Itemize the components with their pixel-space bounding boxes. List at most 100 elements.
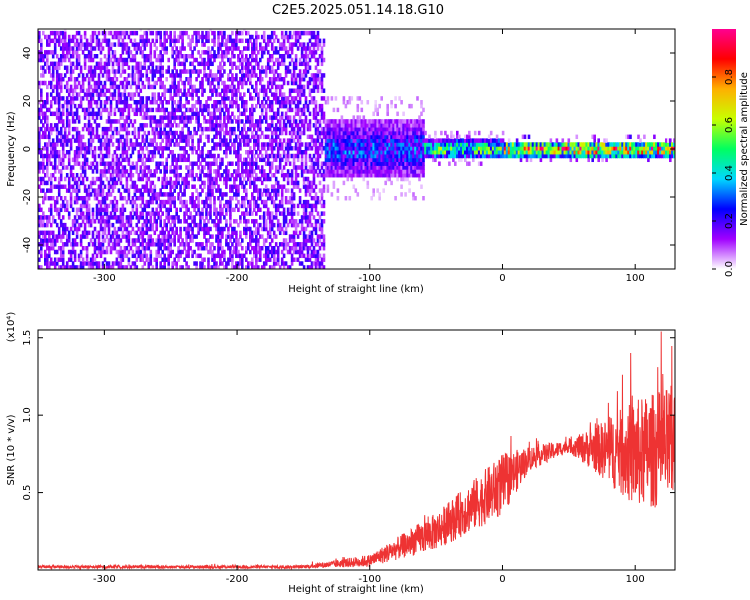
spectrogram-cell bbox=[249, 77, 252, 82]
spectrogram-cell bbox=[67, 57, 71, 63]
spectrogram-cell bbox=[207, 46, 210, 51]
spectrogram-cell bbox=[300, 246, 304, 251]
spectrogram-cell bbox=[159, 77, 162, 82]
spectrogram-cell bbox=[308, 153, 312, 159]
spectrogram-cell bbox=[205, 222, 208, 228]
spectrogram-cell bbox=[260, 215, 264, 220]
spectrogram-cell bbox=[141, 238, 145, 243]
spectrogram-cell bbox=[221, 65, 224, 70]
spectrogram-cell bbox=[171, 219, 174, 224]
spectrogram-cell bbox=[276, 261, 280, 266]
spectrogram-cell bbox=[103, 61, 107, 67]
spectrogram-cell bbox=[59, 103, 63, 109]
spectrogram-cell bbox=[79, 88, 83, 93]
spectrogram-cell bbox=[262, 96, 266, 101]
spectrogram-cell bbox=[131, 77, 135, 82]
spectrogram-cell bbox=[249, 146, 252, 151]
spectrogram-cell bbox=[268, 219, 272, 224]
spectrogram-cell bbox=[143, 249, 147, 255]
spectrogram-cell bbox=[223, 111, 226, 117]
spectrogram-cell bbox=[306, 142, 310, 147]
spectrogram-cell bbox=[147, 150, 151, 155]
spectrogram-cell bbox=[139, 29, 143, 32]
spectrogram-cell bbox=[139, 196, 143, 201]
spectrogram-cell bbox=[85, 230, 89, 236]
spectrogram-cell bbox=[255, 161, 258, 166]
spectrogram-cell bbox=[65, 150, 69, 155]
spectrogram-cell bbox=[105, 134, 109, 140]
spectrogram-cell bbox=[310, 230, 314, 236]
spectrogram-cell bbox=[274, 123, 278, 128]
spectrogram-cell bbox=[83, 57, 87, 63]
spectrogram-cell bbox=[49, 161, 53, 166]
spectrogram-cell bbox=[65, 134, 69, 140]
spectrogram-cell bbox=[179, 100, 182, 105]
spectrogram-cell bbox=[245, 119, 248, 124]
spectrogram-cell bbox=[237, 150, 240, 155]
spectrogram-cell bbox=[157, 69, 160, 74]
spectrogram-cell bbox=[51, 184, 55, 189]
spectrogram-cell bbox=[185, 219, 188, 224]
spectrogram-cell bbox=[175, 207, 178, 213]
spectrogram-cell bbox=[201, 42, 204, 47]
spectrogram-cell bbox=[197, 111, 200, 117]
spectrogram-cell bbox=[276, 219, 280, 224]
spectrogram-cell bbox=[215, 188, 218, 193]
spectrogram-cell bbox=[245, 115, 248, 120]
spectrogram-cell bbox=[187, 173, 190, 178]
spectrogram-cell bbox=[125, 96, 129, 101]
spectrogram-cell bbox=[227, 142, 230, 147]
spectrogram-cell bbox=[274, 57, 278, 63]
spectrogram-cell bbox=[69, 265, 73, 269]
spectrogram-cell bbox=[59, 57, 63, 63]
spectrogram-cell bbox=[153, 153, 157, 159]
spectrogram-cell bbox=[93, 257, 97, 262]
spectrogram-cell bbox=[141, 96, 145, 101]
spectrogram-cell bbox=[133, 111, 137, 117]
spectrogram-cell bbox=[235, 192, 238, 197]
spectrogram-cell bbox=[308, 246, 312, 251]
spectrogram-cell bbox=[93, 150, 97, 155]
spectrogram-cell bbox=[57, 107, 61, 113]
spectrogram-cell bbox=[125, 253, 129, 259]
spectrogram-cell bbox=[99, 46, 103, 51]
spectrogram-cell bbox=[141, 157, 145, 163]
spectrogram-cell bbox=[290, 196, 294, 201]
spectrogram-cell bbox=[177, 115, 180, 120]
spectrogram-cell bbox=[318, 146, 322, 151]
spectrogram-cell bbox=[296, 126, 300, 132]
spectrogram-cell bbox=[300, 203, 304, 209]
spectrogram-cell bbox=[69, 146, 73, 151]
spectrogram-cell bbox=[199, 211, 202, 216]
spectrogram-cell bbox=[286, 188, 290, 193]
spectrogram-cell bbox=[79, 103, 83, 109]
spectrogram-cell bbox=[245, 30, 248, 36]
spectrogram-cell bbox=[235, 169, 238, 174]
spectrogram-cell bbox=[119, 219, 123, 224]
spectrogram-cell bbox=[179, 46, 182, 51]
spectrogram-cell bbox=[280, 226, 284, 232]
spectrogram-cell bbox=[276, 73, 280, 78]
spectrogram-cell bbox=[266, 126, 270, 132]
spectrogram-cell bbox=[97, 38, 101, 44]
spectrogram-cell bbox=[141, 265, 145, 269]
spectrogram-cell bbox=[139, 153, 143, 159]
spectrogram-cell bbox=[217, 115, 220, 120]
spectrogram-cell bbox=[171, 153, 174, 159]
spectrogram-cell bbox=[243, 176, 246, 182]
spectrogram-cell bbox=[87, 111, 91, 117]
spectrogram-cell bbox=[175, 54, 178, 59]
spectrogram-cell bbox=[245, 249, 248, 255]
spectrogram-cell bbox=[185, 142, 188, 147]
spectrogram-cell bbox=[209, 96, 212, 101]
spectrogram-cell bbox=[257, 249, 260, 255]
spectrogram-cell bbox=[243, 107, 246, 113]
spectrogram-cell bbox=[153, 134, 157, 140]
spectrogram-cell bbox=[79, 242, 83, 247]
spectrogram-cell bbox=[262, 188, 266, 193]
spectrogram-cell bbox=[320, 84, 324, 90]
spectrogram-cell bbox=[103, 211, 107, 216]
spectrogram-cell bbox=[292, 73, 296, 78]
spectrogram-cell bbox=[117, 165, 121, 170]
spectrogram-cell bbox=[253, 203, 256, 209]
